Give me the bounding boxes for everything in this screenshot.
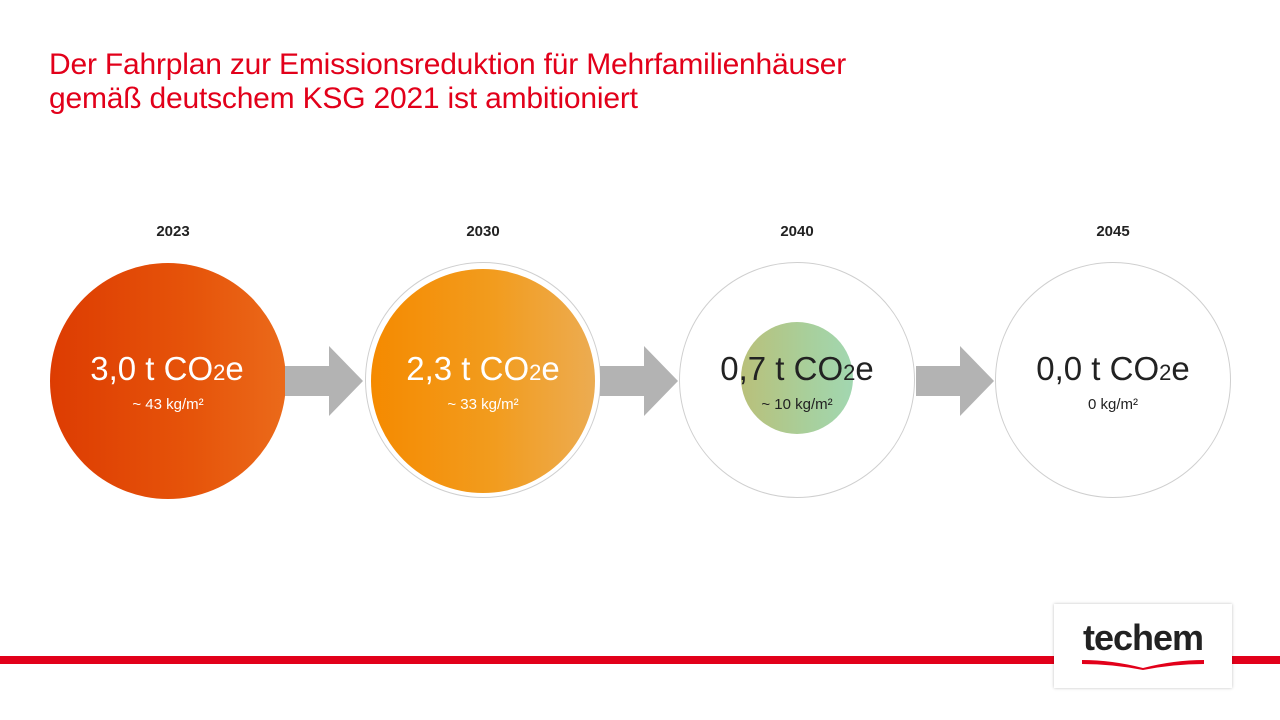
emission-value-2045: 0,0 t CO2e xyxy=(1036,350,1190,387)
brand-stripe xyxy=(0,656,1280,664)
year-label-2030: 2030 xyxy=(466,223,500,240)
emission-circle-2023 xyxy=(50,263,286,499)
title-line-2: gemäß deutschem KSG 2021 ist ambitionier… xyxy=(49,82,638,115)
emission-per-area-2023: ~ 43 kg/m² xyxy=(132,396,204,413)
emission-circle-2040 xyxy=(741,322,853,434)
milestone-ring-2045 xyxy=(995,262,1231,498)
emission-value-2040: 0,7 t CO2e xyxy=(720,350,874,387)
arrow-right-icon xyxy=(916,346,996,416)
title-line-1: Der Fahrplan zur Emissionsreduktion für … xyxy=(49,48,847,81)
logo-swoosh-icon xyxy=(1082,660,1204,670)
emission-per-area-2045: 0 kg/m² xyxy=(1087,396,1138,413)
emission-value-2030: 2,3 t CO2e xyxy=(406,350,560,387)
emission-per-area-2030: ~ 33 kg/m² xyxy=(447,396,519,413)
techem-logo: techem xyxy=(1054,604,1232,688)
emission-value-2023: 3,0 t CO2e xyxy=(90,350,244,387)
year-label-2045: 2045 xyxy=(1096,223,1130,240)
emission-per-area-2040: ~ 10 kg/m² xyxy=(761,396,833,413)
arrow-right-icon xyxy=(600,346,680,416)
year-label-2040: 2040 xyxy=(780,223,814,240)
year-label-2023: 2023 xyxy=(156,223,190,240)
page-title: Der Fahrplan zur Emissionsreduktion für … xyxy=(49,48,846,116)
arrow-right-icon xyxy=(285,346,365,416)
emission-circle-2030 xyxy=(371,269,595,493)
logo-wordmark: techem xyxy=(1082,617,1204,658)
